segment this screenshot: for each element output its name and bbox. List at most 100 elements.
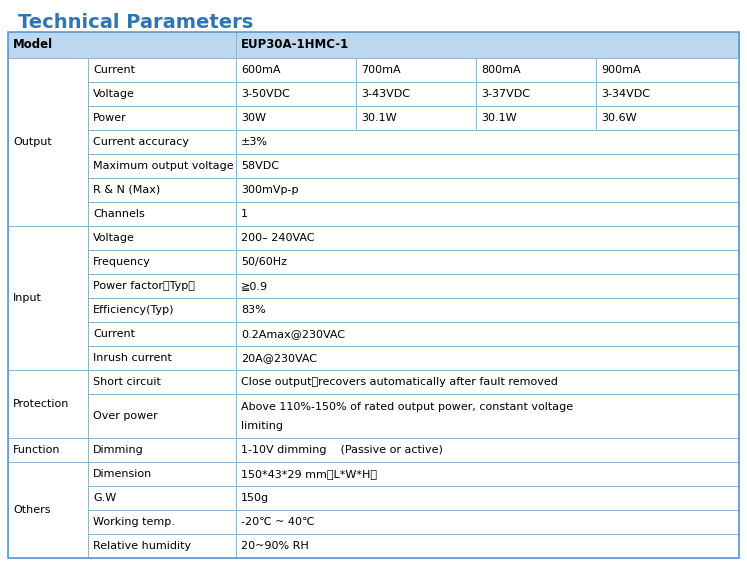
Bar xyxy=(88,346,236,370)
Bar xyxy=(236,394,739,438)
Bar xyxy=(236,486,739,510)
Bar xyxy=(236,202,739,226)
Text: 20~90% RH: 20~90% RH xyxy=(241,541,309,551)
Text: -20℃ ~ 40℃: -20℃ ~ 40℃ xyxy=(241,517,314,527)
Bar xyxy=(88,486,236,510)
Text: 50/60Hz: 50/60Hz xyxy=(241,257,287,267)
Bar xyxy=(356,82,476,106)
Bar xyxy=(8,462,88,558)
Text: Others: Others xyxy=(13,505,51,515)
Text: Efficiency(Typ): Efficiency(Typ) xyxy=(93,305,175,315)
Text: 1: 1 xyxy=(241,209,248,219)
Text: Current: Current xyxy=(93,329,135,339)
Bar xyxy=(476,82,596,106)
Bar xyxy=(236,394,739,438)
Bar xyxy=(236,226,739,250)
Bar xyxy=(8,462,88,558)
Bar xyxy=(596,58,739,82)
Text: Frequency: Frequency xyxy=(93,257,151,267)
Bar xyxy=(88,534,236,558)
Bar xyxy=(88,202,236,226)
Bar xyxy=(356,106,476,130)
Bar xyxy=(8,58,88,226)
Bar xyxy=(236,462,739,486)
Bar xyxy=(236,486,739,510)
Bar xyxy=(88,226,236,250)
Text: Output: Output xyxy=(13,137,52,147)
Bar xyxy=(356,58,476,82)
Text: Channels: Channels xyxy=(93,209,145,219)
Text: Voltage: Voltage xyxy=(93,233,135,243)
Bar xyxy=(88,178,236,202)
Bar xyxy=(88,534,236,558)
Bar xyxy=(88,202,236,226)
Text: 200– 240VAC: 200– 240VAC xyxy=(241,233,314,243)
Bar xyxy=(236,58,356,82)
Bar xyxy=(596,82,739,106)
Bar xyxy=(236,510,739,534)
Text: Above 110%-150% of rated output power, constant voltage: Above 110%-150% of rated output power, c… xyxy=(241,402,573,412)
Bar xyxy=(596,82,739,106)
Bar xyxy=(596,58,739,82)
Bar xyxy=(236,58,356,82)
Bar xyxy=(476,106,596,130)
Bar xyxy=(596,106,739,130)
Bar xyxy=(236,82,356,106)
Bar xyxy=(88,370,236,394)
Text: 700mA: 700mA xyxy=(361,65,400,75)
Bar xyxy=(88,462,236,486)
Bar xyxy=(596,106,739,130)
Bar xyxy=(236,322,739,346)
Bar xyxy=(88,250,236,274)
Bar xyxy=(88,462,236,486)
Bar xyxy=(236,32,739,58)
Bar xyxy=(236,534,739,558)
Text: 30.1W: 30.1W xyxy=(481,113,517,123)
Text: 300mVp-p: 300mVp-p xyxy=(241,185,299,195)
Bar xyxy=(88,370,236,394)
Text: Function: Function xyxy=(13,445,61,455)
Bar xyxy=(8,226,88,370)
Bar xyxy=(236,154,739,178)
Text: ±3%: ±3% xyxy=(241,137,268,147)
Bar xyxy=(88,82,236,106)
Bar xyxy=(356,82,476,106)
Text: Model: Model xyxy=(13,39,53,51)
Bar xyxy=(88,226,236,250)
Bar xyxy=(8,226,88,370)
Bar xyxy=(88,106,236,130)
Text: 800mA: 800mA xyxy=(481,65,521,75)
Bar xyxy=(8,32,236,58)
Bar xyxy=(236,106,356,130)
Text: 600mA: 600mA xyxy=(241,65,281,75)
Bar xyxy=(236,298,739,322)
Bar xyxy=(236,346,739,370)
Text: Power factor（Typ）: Power factor（Typ） xyxy=(93,281,195,291)
Bar xyxy=(8,58,88,226)
Text: 3-43VDC: 3-43VDC xyxy=(361,89,410,99)
Bar xyxy=(236,510,739,534)
Bar xyxy=(88,154,236,178)
Bar xyxy=(88,298,236,322)
Text: Current accuracy: Current accuracy xyxy=(93,137,189,147)
Bar xyxy=(88,510,236,534)
Text: 30W: 30W xyxy=(241,113,266,123)
Bar xyxy=(88,154,236,178)
Text: EUP30A-1HMC-1: EUP30A-1HMC-1 xyxy=(241,39,350,51)
Text: Close output，recovers automatically after fault removed: Close output，recovers automatically afte… xyxy=(241,377,558,387)
Bar xyxy=(88,130,236,154)
Bar xyxy=(88,510,236,534)
Bar xyxy=(236,534,739,558)
Bar xyxy=(476,58,596,82)
Text: ≧0.9: ≧0.9 xyxy=(241,281,268,291)
Bar xyxy=(236,250,739,274)
Text: 58VDC: 58VDC xyxy=(241,161,279,171)
Bar xyxy=(88,130,236,154)
Bar xyxy=(88,58,236,82)
Bar xyxy=(88,106,236,130)
Text: Working temp.: Working temp. xyxy=(93,517,175,527)
Text: 30.1W: 30.1W xyxy=(361,113,397,123)
Bar xyxy=(8,370,88,438)
Bar xyxy=(236,274,739,298)
Text: Maximum output voltage: Maximum output voltage xyxy=(93,161,234,171)
